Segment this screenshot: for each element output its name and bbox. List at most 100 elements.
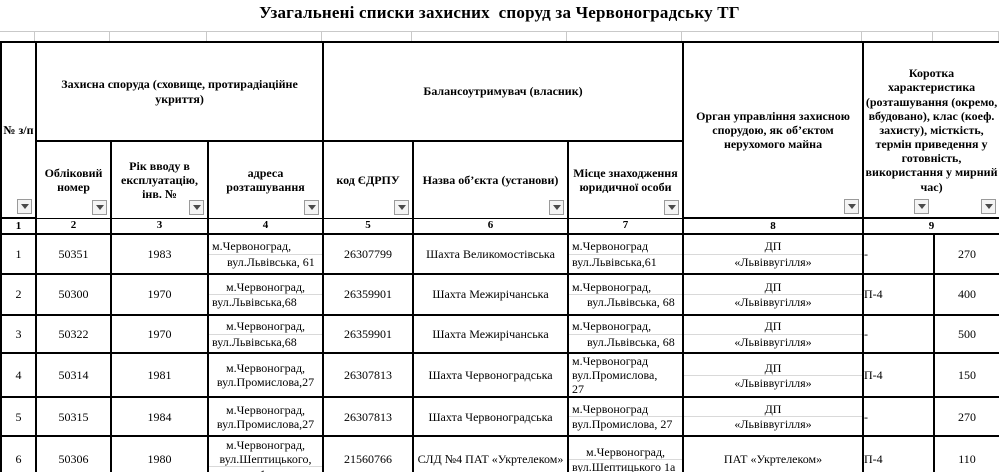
- cell-address[interactable]: м.Червоноград, вул.Львівська,68: [206, 314, 325, 354]
- cell-num[interactable]: 5: [0, 396, 37, 438]
- cell-capacity[interactable]: 270: [933, 233, 999, 275]
- cell-account[interactable]: 50314: [35, 351, 112, 399]
- cell-num[interactable]: 1: [0, 233, 37, 275]
- cell-legal-location[interactable]: м.Червоноград вул.Промислова, 27: [567, 351, 685, 399]
- chevron-down-icon: [192, 204, 201, 210]
- cell-capacity[interactable]: 400: [933, 273, 999, 316]
- cell-year[interactable]: 1970: [110, 314, 209, 354]
- column-number: 5: [322, 217, 415, 235]
- chevron-down-icon: [847, 204, 856, 209]
- grid-cell: [0, 32, 35, 41]
- chevron-down-icon: [552, 204, 561, 210]
- table-row: 2 50300 1970 м.Червоноград, вул.Львівськ…: [0, 273, 999, 316]
- cell-legal-location[interactable]: м.Червоноград вул.Промислова, 27: [567, 396, 685, 438]
- cell-account[interactable]: 50306: [35, 435, 112, 472]
- cell-object-name[interactable]: Шахта Великомостівська: [412, 233, 570, 275]
- cell-edrpou[interactable]: 26307799: [322, 233, 415, 275]
- cell-address[interactable]: м.Червоноград, вул.Промислова,27: [206, 351, 325, 399]
- autofilter-button-address[interactable]: [304, 199, 320, 215]
- cell-object-name[interactable]: Шахта Межирічанська: [412, 314, 570, 354]
- column-number: 4: [206, 217, 325, 235]
- cell-num[interactable]: 6: [0, 435, 37, 472]
- column-number: 6: [412, 217, 570, 235]
- table-row: 6 50306 1980 м.Червоноград, вул.Шептицьк…: [0, 435, 999, 472]
- cell-address[interactable]: м.Червоноград, вул.Промислова,27: [206, 396, 325, 438]
- grid-cell: [682, 32, 862, 41]
- cell-edrpou[interactable]: 26359901: [322, 273, 415, 316]
- cell-year[interactable]: 1980: [110, 435, 209, 472]
- grid-cell: [35, 32, 110, 41]
- header-management-label: Орган управління захисною спорудою, як о…: [696, 108, 850, 152]
- cell-object-name[interactable]: Шахта Червоноградська: [412, 351, 570, 399]
- grid-cell: [322, 32, 412, 41]
- header-cell-characteristics: Коротка характеристика (розташування (ок…: [862, 41, 999, 219]
- cell-capacity[interactable]: 110: [933, 435, 999, 472]
- cell-capacity[interactable]: 270: [933, 396, 999, 438]
- grid-cell: [862, 32, 933, 41]
- header-cell-shelter-group: Захисна споруда (сховище, протирадіаційн…: [34, 41, 325, 142]
- cell-object-name[interactable]: Шахта Межирічанська: [412, 273, 570, 316]
- cell-object-name[interactable]: Шахта Червоноградська: [412, 396, 570, 438]
- cell-num[interactable]: 4: [0, 351, 37, 399]
- cell-management[interactable]: ДП «Львіввугілля»: [682, 233, 865, 275]
- header-balance-group-label: Балансоутримувач (власник): [423, 84, 583, 99]
- cell-class[interactable]: -: [862, 314, 936, 354]
- cell-account[interactable]: 50315: [35, 396, 112, 438]
- cell-year[interactable]: 1984: [110, 396, 209, 438]
- cell-year[interactable]: 1970: [110, 273, 209, 316]
- cell-edrpou[interactable]: 26307813: [322, 351, 415, 399]
- cell-num[interactable]: 2: [0, 273, 37, 316]
- autofilter-button-class[interactable]: [914, 199, 930, 214]
- cell-capacity[interactable]: 500: [933, 314, 999, 354]
- header-cell-balance-group: Балансоутримувач (власник): [322, 41, 685, 142]
- autofilter-button-edrpou[interactable]: [394, 199, 410, 215]
- cell-account[interactable]: 50300: [35, 273, 112, 316]
- autofilter-button-management[interactable]: [844, 199, 860, 214]
- cell-management[interactable]: ДП «Львіввугілля»: [682, 314, 865, 354]
- chevron-down-icon: [667, 204, 676, 210]
- column-number: 1: [0, 217, 37, 235]
- cell-legal-location[interactable]: м.Червоноград, вул.Львівська, 68: [567, 273, 685, 316]
- cell-account[interactable]: 50322: [35, 314, 112, 354]
- cell-management[interactable]: ДП «Львіввугілля»: [682, 396, 865, 438]
- header-characteristics-label: Коротка характеристика (розташування (ок…: [865, 66, 998, 194]
- cell-edrpou[interactable]: 26307813: [322, 396, 415, 438]
- cell-management[interactable]: ДП «Львіввугілля»: [682, 273, 865, 316]
- autofilter-button-account[interactable]: [92, 199, 107, 215]
- cell-address[interactable]: м.Червоноград, вул.Шептицького, 1а: [206, 435, 325, 472]
- cell-capacity[interactable]: 150: [933, 351, 999, 399]
- autofilter-button-capacity[interactable]: [981, 199, 997, 214]
- cell-management[interactable]: ПАТ «Укртелеком»: [682, 435, 865, 472]
- header-cell-address: адреса розташування: [206, 140, 325, 219]
- cell-legal-location[interactable]: м.Червоноград, вул.Львівська, 68: [567, 314, 685, 354]
- cell-address[interactable]: м.Червоноград, вул.Львівська, 61: [206, 233, 325, 275]
- table-row: 5 50315 1984 м.Червоноград, вул.Промисло…: [0, 396, 999, 438]
- autofilter-button-legal-location[interactable]: [664, 199, 680, 215]
- cell-address[interactable]: м.Червоноград, вул.Львівська,68: [206, 273, 325, 316]
- autofilter-button-object-name[interactable]: [549, 199, 565, 215]
- header-cell-object-name: Назва об’єкта (установи): [412, 140, 570, 219]
- cell-class[interactable]: -: [862, 233, 936, 275]
- cell-class[interactable]: -: [862, 396, 936, 438]
- header-account-label: Обліковий номер: [44, 165, 103, 194]
- cell-class[interactable]: П-4: [862, 351, 936, 399]
- autofilter-button-num[interactable]: [17, 199, 32, 214]
- cell-legal-location[interactable]: м.Червоноград вул.Львівська,61: [567, 233, 685, 275]
- cell-num[interactable]: 3: [0, 314, 37, 354]
- autofilter-button-year[interactable]: [189, 199, 204, 215]
- cell-management[interactable]: ДП «Львіввугілля»: [682, 351, 865, 399]
- cell-year[interactable]: 1981: [110, 351, 209, 399]
- cell-legal-location[interactable]: м.Червоноград, вул.Шептицького 1а: [567, 435, 685, 472]
- cell-object-name[interactable]: СЛД №4 ПАТ «Укртелеком»: [412, 435, 570, 472]
- header-cell-year: Рік вводу в експлуатацію, інв. №: [110, 140, 209, 219]
- cell-account[interactable]: 50351: [35, 233, 112, 275]
- cell-edrpou[interactable]: 21560766: [322, 435, 415, 472]
- header-legal-location-label: Місце знаходження юридичної особи: [573, 165, 678, 194]
- cell-year[interactable]: 1983: [110, 233, 209, 275]
- page-title: Узагальнені списки захисних споруд за Че…: [259, 3, 740, 22]
- cell-class[interactable]: П-4: [862, 435, 936, 472]
- chevron-down-icon: [95, 204, 104, 210]
- cell-edrpou[interactable]: 26359901: [322, 314, 415, 354]
- chevron-down-icon: [917, 204, 926, 209]
- cell-class[interactable]: П-4: [862, 273, 936, 316]
